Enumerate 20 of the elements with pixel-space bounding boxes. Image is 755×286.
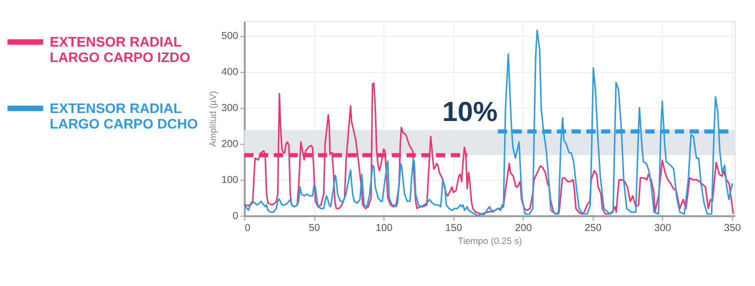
x-tick-label: 200 — [514, 222, 532, 234]
x-tick-label: 250 — [584, 222, 602, 234]
legend-label: EXTENSOR RADIAL LARGO CARPO IZDO — [50, 34, 190, 66]
annotation: 10% — [442, 96, 498, 127]
y-tick-label: 200 — [221, 138, 239, 150]
x-tick-label: 350 — [724, 222, 742, 234]
y-tick-label: 300 — [221, 102, 239, 114]
y-tick-label: 100 — [221, 174, 239, 186]
x-axis-title: Tiempo (0.25 s) — [458, 236, 522, 246]
y-tick-label: 0 — [232, 210, 239, 222]
x-tick-label: 0 — [244, 222, 251, 234]
x-tick-label: 300 — [654, 222, 672, 234]
x-tick-label: 100 — [376, 222, 393, 234]
y-tick-label: 400 — [221, 66, 239, 78]
x-tick-label: 50 — [308, 222, 320, 234]
legend-label: EXTENSOR RADIAL LARGO CARPO DCHO — [50, 100, 198, 132]
y-tick-label: 500 — [221, 30, 239, 42]
line-series — [244, 82, 734, 215]
y-axis-title: Amplitud (µV) — [208, 90, 218, 147]
x-tick-label: 150 — [445, 222, 463, 234]
